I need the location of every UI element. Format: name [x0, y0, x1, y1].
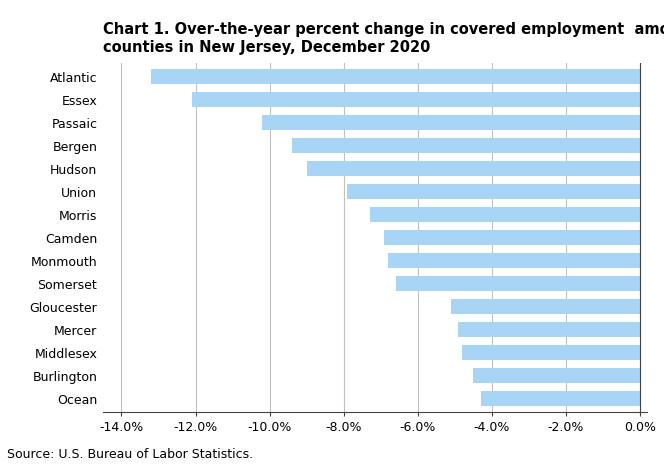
Bar: [192, 92, 640, 107]
Text: Chart 1. Over-the-year percent change in covered employment  among  the largest
: Chart 1. Over-the-year percent change in…: [103, 22, 664, 55]
Bar: [451, 299, 640, 314]
Bar: [481, 391, 640, 406]
Bar: [388, 253, 640, 268]
Bar: [396, 276, 640, 291]
Bar: [262, 115, 640, 130]
Bar: [151, 69, 640, 84]
Bar: [462, 345, 640, 360]
Bar: [384, 230, 640, 245]
Bar: [347, 184, 640, 199]
Bar: [473, 368, 640, 383]
Bar: [459, 322, 640, 337]
Text: Source: U.S. Bureau of Labor Statistics.: Source: U.S. Bureau of Labor Statistics.: [7, 448, 253, 461]
Bar: [370, 207, 640, 222]
Bar: [291, 138, 640, 153]
Bar: [307, 161, 640, 176]
